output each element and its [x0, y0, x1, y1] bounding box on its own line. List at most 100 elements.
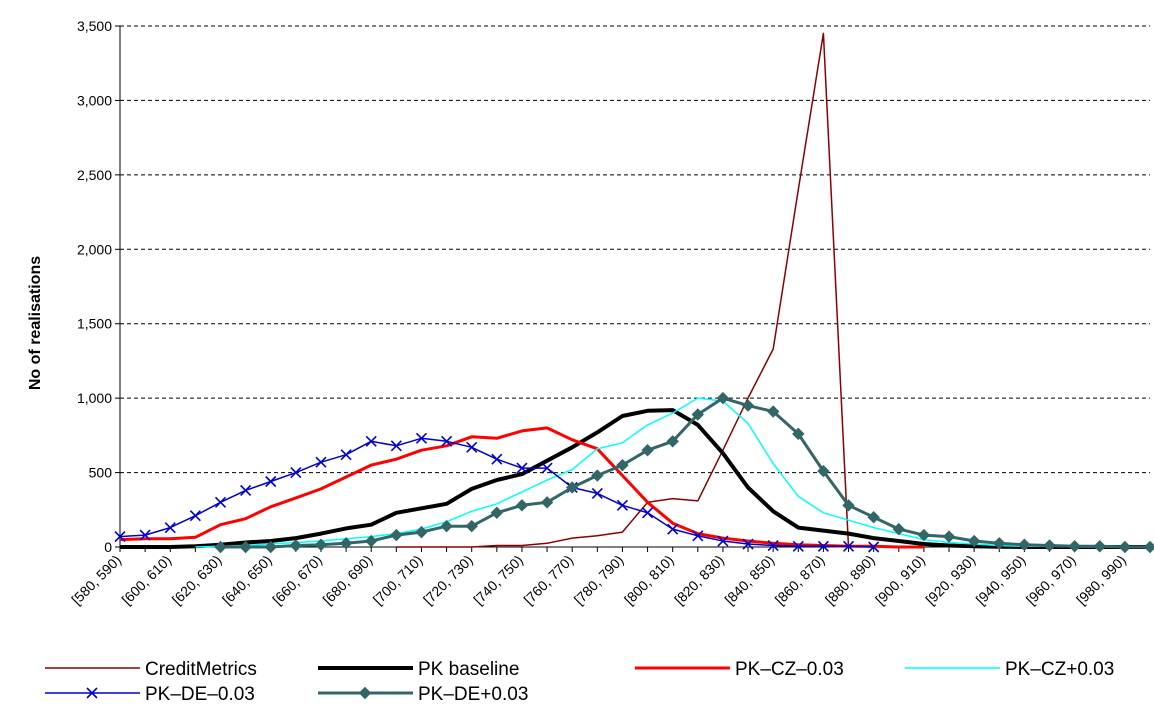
data-point: [741, 399, 755, 412]
series-line: [396, 32, 850, 548]
data-point: [315, 456, 327, 468]
data-point: [842, 499, 855, 512]
data-point: [415, 432, 428, 444]
data-point: [1118, 540, 1132, 554]
y-tick-label: 3,500: [77, 18, 112, 34]
y-tick-labels: 0 500 1,000 1,500 2,000 2,500 3,000 3,500: [77, 18, 112, 555]
y-tick-label: 1,000: [77, 390, 112, 406]
data-point: [466, 441, 478, 453]
data-point: [289, 539, 303, 552]
y-tick-label: 0: [104, 539, 112, 555]
legend-item: PK–DE–0.03: [45, 684, 255, 705]
x-tick-label: [860, 870): [772, 552, 828, 608]
data-point: [365, 534, 378, 548]
data-point: [766, 405, 780, 418]
data-point: [667, 523, 679, 535]
x-tick-label: [820, 830): [671, 552, 727, 608]
series-pk-de-0-03: [214, 391, 1154, 554]
legend: CreditMetrics PK baseline PK–CZ–0.03 PK–CZ+…: [45, 659, 1114, 705]
data-point: [892, 522, 905, 536]
data-point: [868, 541, 880, 553]
series-line: [195, 397, 1150, 548]
data-point: [1018, 538, 1031, 551]
data-point: [314, 538, 328, 551]
data-point: [139, 529, 151, 541]
series-line: [119, 437, 874, 548]
data-point: [358, 686, 372, 700]
data-point: [942, 530, 956, 543]
data-point: [666, 435, 679, 448]
data-point: [717, 535, 729, 547]
x-tick-label: [800, 810): [621, 552, 677, 608]
legend-item: PK–CZ–0.03: [635, 659, 844, 680]
x-tick-label: [620, 630): [169, 552, 225, 608]
series-pk-de-0-03: [114, 432, 880, 553]
data-point: [340, 449, 352, 461]
data-point: [240, 484, 252, 496]
x-tick-label: [700, 710): [370, 552, 426, 608]
data-point: [339, 537, 353, 550]
data-point: [390, 528, 403, 542]
data-point: [290, 467, 302, 479]
x-tick-label: [660, 670): [269, 552, 325, 608]
data-point: [917, 528, 931, 542]
data-point: [792, 427, 805, 441]
data-point: [641, 444, 654, 457]
legend-item: PK–CZ+0.03: [905, 659, 1114, 680]
data-point: [189, 510, 201, 522]
series-line: [120, 408, 1150, 549]
data-point: [591, 469, 604, 482]
x-tick-label: [640, 650): [219, 552, 275, 608]
data-point: [867, 511, 880, 524]
series-pk-cz-0-03: [195, 397, 1150, 548]
data-point: [1143, 540, 1154, 554]
data-point: [967, 534, 981, 548]
data-point: [265, 475, 277, 488]
data-point: [616, 499, 629, 511]
data-point: [114, 531, 126, 543]
x-tick-label: [940, 950): [973, 552, 1029, 608]
data-point: [716, 391, 730, 405]
data-point: [540, 496, 554, 509]
x-tick-label: [900, 910): [872, 552, 928, 608]
data-point: [691, 408, 705, 421]
legend-label: PK–CZ+0.03: [1005, 659, 1114, 680]
series-lines: [114, 32, 1154, 554]
data-point: [264, 540, 277, 554]
data-point: [465, 519, 478, 533]
data-point: [441, 435, 453, 447]
data-point: [742, 538, 754, 550]
legend-label: PK baseline: [418, 659, 519, 680]
data-point: [817, 464, 830, 478]
x-tick-labels: [580, 590)[600, 610)[620, 630)[640, 650)…: [68, 552, 1129, 608]
y-tick-label: 500: [89, 465, 113, 481]
y-tick-label: 2,500: [77, 167, 112, 183]
legend-item: PK baseline: [318, 659, 519, 680]
data-point: [591, 487, 603, 499]
data-point: [214, 540, 227, 554]
data-point: [365, 435, 377, 447]
y-tick-label: 2,000: [77, 241, 112, 257]
data-point: [516, 462, 528, 474]
data-point: [239, 540, 252, 554]
data-point: [390, 440, 402, 452]
legend-label: PK–DE–0.03: [145, 684, 255, 705]
data-point: [641, 507, 654, 519]
x-tick-label: [680, 690): [319, 552, 375, 608]
legend-item: PK–DE+0.03: [318, 684, 528, 705]
y-tick-label: 1,500: [77, 316, 112, 332]
legend-label: PK–DE+0.03: [418, 684, 528, 705]
x-tick-label: [780, 790): [571, 552, 627, 608]
data-point: [86, 687, 98, 699]
series-creditmetrics: [396, 32, 850, 548]
series-line: [119, 426, 924, 549]
legend-label: PK–CZ–0.03: [735, 659, 844, 680]
x-tick-label: [960, 970): [1023, 552, 1079, 608]
data-point: [1043, 539, 1056, 552]
x-tick-label: [980, 990): [1073, 552, 1129, 608]
data-point: [1068, 540, 1081, 553]
y-axis-label: No of realisations: [27, 256, 44, 390]
data-point: [842, 540, 855, 552]
data-point: [993, 537, 1006, 550]
